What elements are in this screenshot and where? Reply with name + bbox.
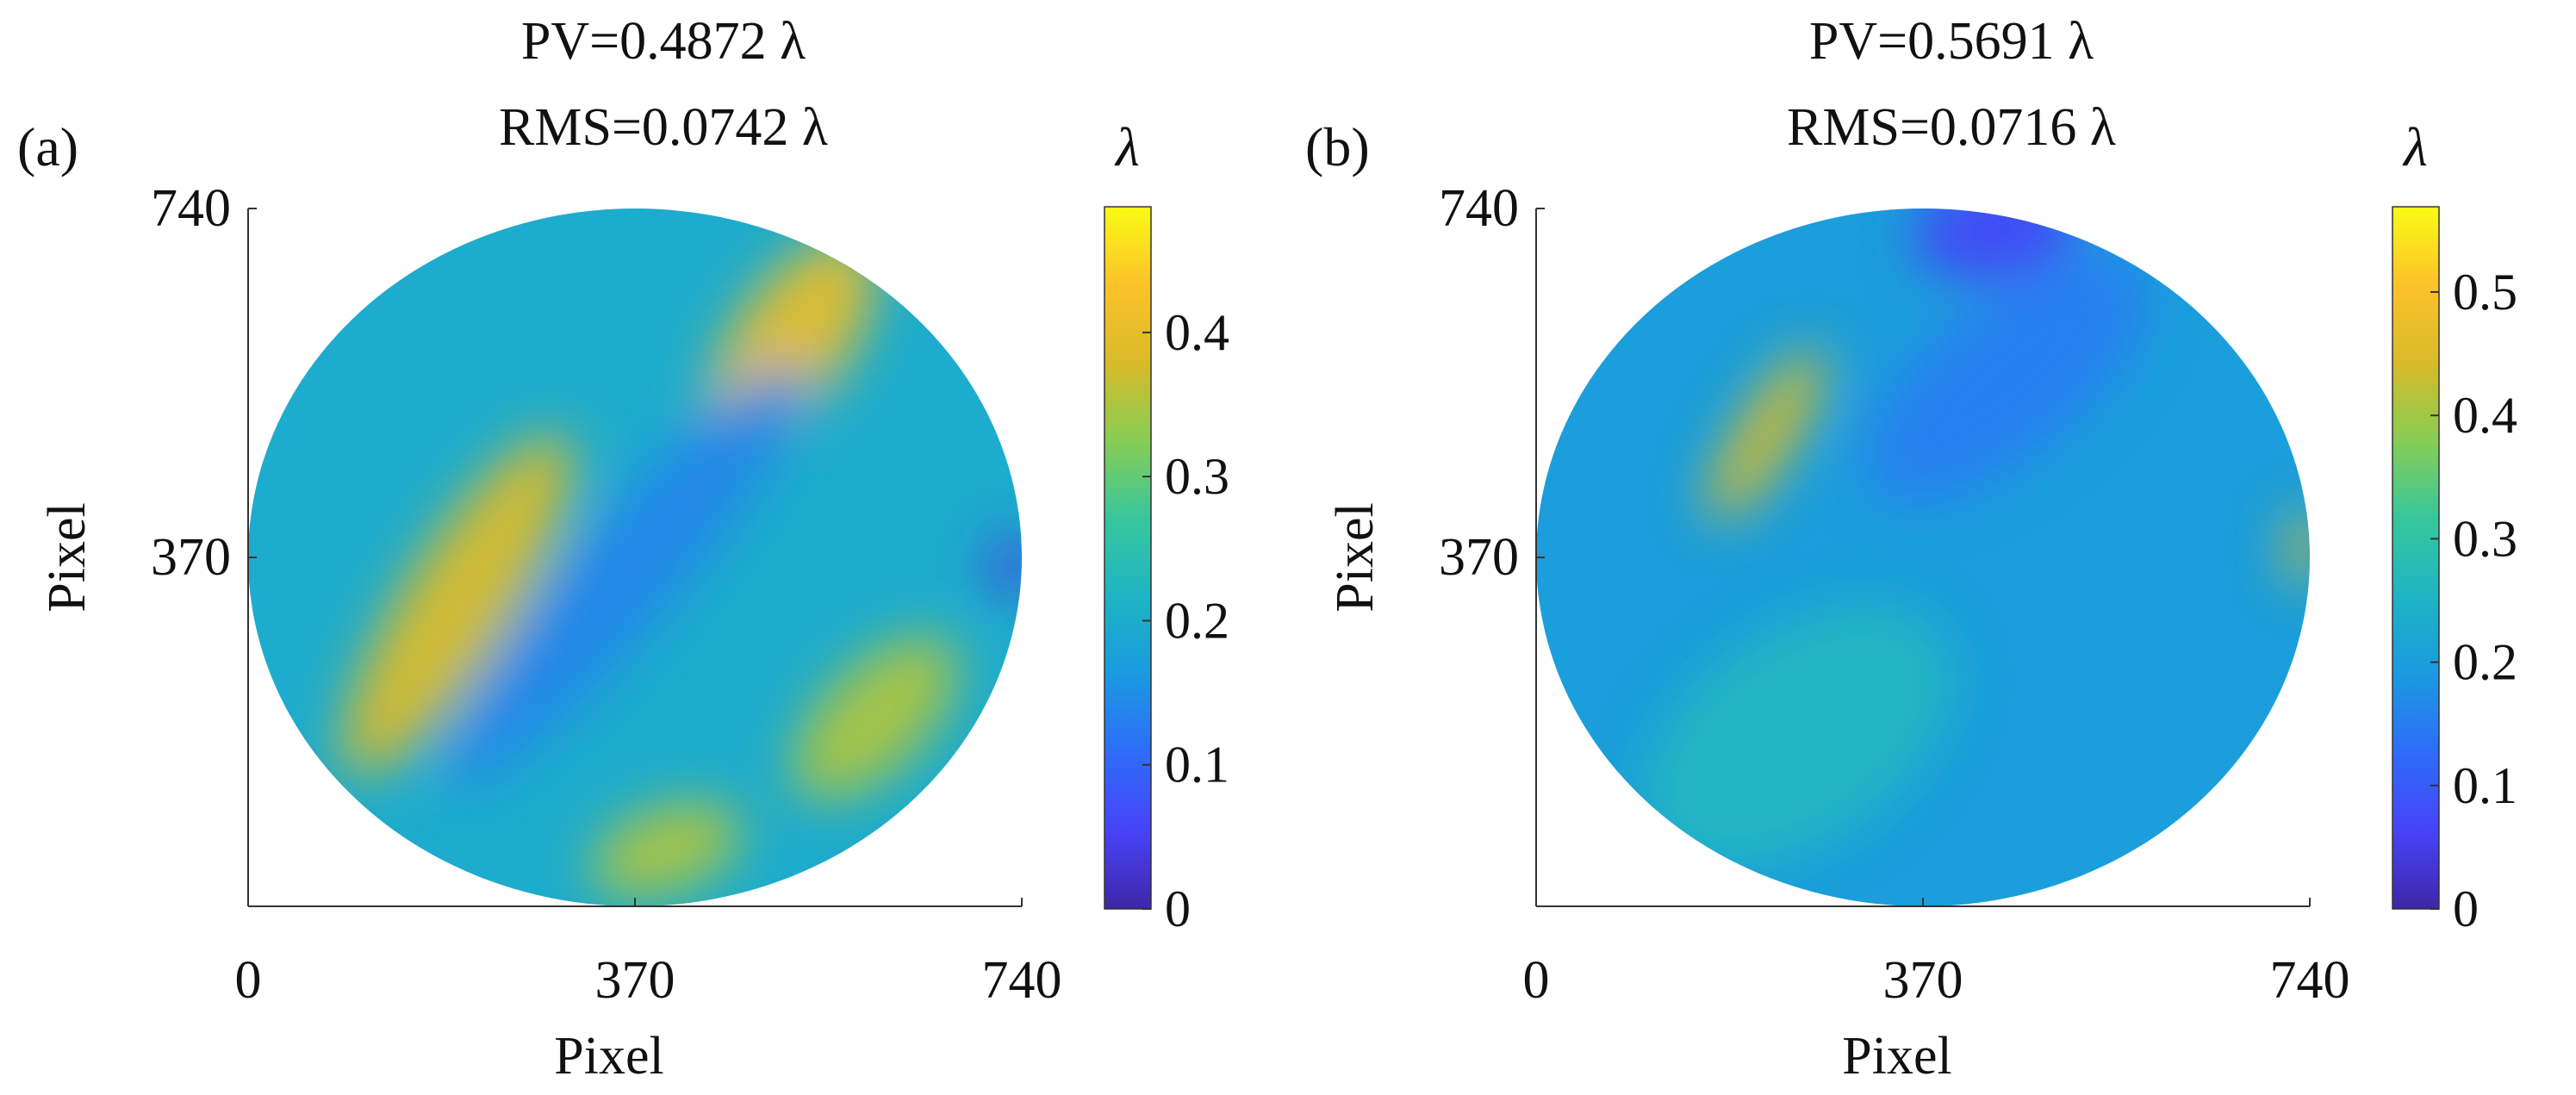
map-feature	[1644, 606, 1951, 868]
wavefront-map	[248, 208, 1022, 906]
rms-title: RMS=0.0742 λ	[499, 98, 828, 157]
x-tick-label: 0	[235, 951, 262, 1010]
panel-label: (a)	[17, 116, 78, 177]
colorbar-label: λ	[2402, 116, 2428, 177]
map-feature	[1708, 349, 1825, 521]
x-axis-label: Pixel	[1842, 1027, 1951, 1086]
pv-title: PV=0.5691 λ	[1809, 12, 2094, 71]
figure-panel-b: PV=0.5691 λ RMS=0.0716 λ (b) 0 370 740 370 740 P…	[1288, 0, 2576, 1095]
map-feature	[591, 801, 742, 899]
map-feature	[2287, 511, 2310, 585]
y-axis-label: Pixel	[38, 502, 96, 612]
wavefront-chart: PV=0.4872 λ RMS=0.0742 λ (a) 0 370 740 370 740 P…	[17, 12, 1229, 1086]
colorbar-tick-label: 0.1	[2453, 757, 2517, 814]
map-feature	[342, 433, 573, 776]
x-tick-label: 0	[1523, 951, 1550, 1010]
figure-panel-a: PV=0.4872 λ RMS=0.0742 λ (a) 0 370 740 370 740 P…	[17, 12, 1229, 1086]
y-tick-label: 740	[151, 179, 231, 238]
map-feature	[1865, 252, 2148, 504]
x-tick-label: 740	[982, 951, 1062, 1010]
map-feature	[793, 635, 958, 800]
x-tick-label: 370	[1883, 951, 1963, 1010]
x-tick-label: 370	[595, 951, 675, 1010]
colorbar-tick-label: 0	[1165, 880, 1191, 937]
pv-title: PV=0.4872 λ	[521, 12, 806, 71]
colorbar-tick-label: 0	[2453, 880, 2479, 937]
colorbar-tick-label: 0.1	[1165, 737, 1229, 793]
wavefront-chart: PV=0.5691 λ RMS=0.0716 λ (b) 0 370 740 370 740 P…	[1305, 12, 2517, 1086]
y-axis-label: Pixel	[1326, 502, 1384, 612]
y-tick-label: 370	[151, 528, 231, 587]
panel-label: (b)	[1305, 116, 1370, 177]
wavefront-map	[1536, 208, 2310, 906]
colorbar-label: λ	[1114, 116, 1140, 177]
x-tick-label: 740	[2270, 951, 2350, 1010]
colorbar-tick-label: 0.4	[2453, 387, 2517, 444]
rms-title: RMS=0.0716 λ	[1787, 98, 2116, 157]
colorbar-tick-label: 0.2	[1165, 592, 1229, 649]
map-feature	[1913, 208, 2080, 281]
colorbar-tick-label: 0.2	[2453, 634, 2517, 691]
colorbar-tick-label: 0.4	[1165, 304, 1229, 361]
y-tick-label: 370	[1439, 528, 1519, 587]
colorbar-tick-label: 0.3	[1165, 448, 1229, 505]
colorbar	[1104, 206, 1152, 910]
map-feature	[990, 535, 1022, 599]
colorbar	[2392, 206, 2440, 910]
x-axis-label: Pixel	[554, 1027, 663, 1086]
map-feature	[445, 365, 804, 787]
colorbar-tick-label: 0.3	[2453, 510, 2517, 567]
colorbar-tick-label: 0.5	[2453, 264, 2517, 320]
y-tick-label: 740	[1439, 179, 1519, 238]
